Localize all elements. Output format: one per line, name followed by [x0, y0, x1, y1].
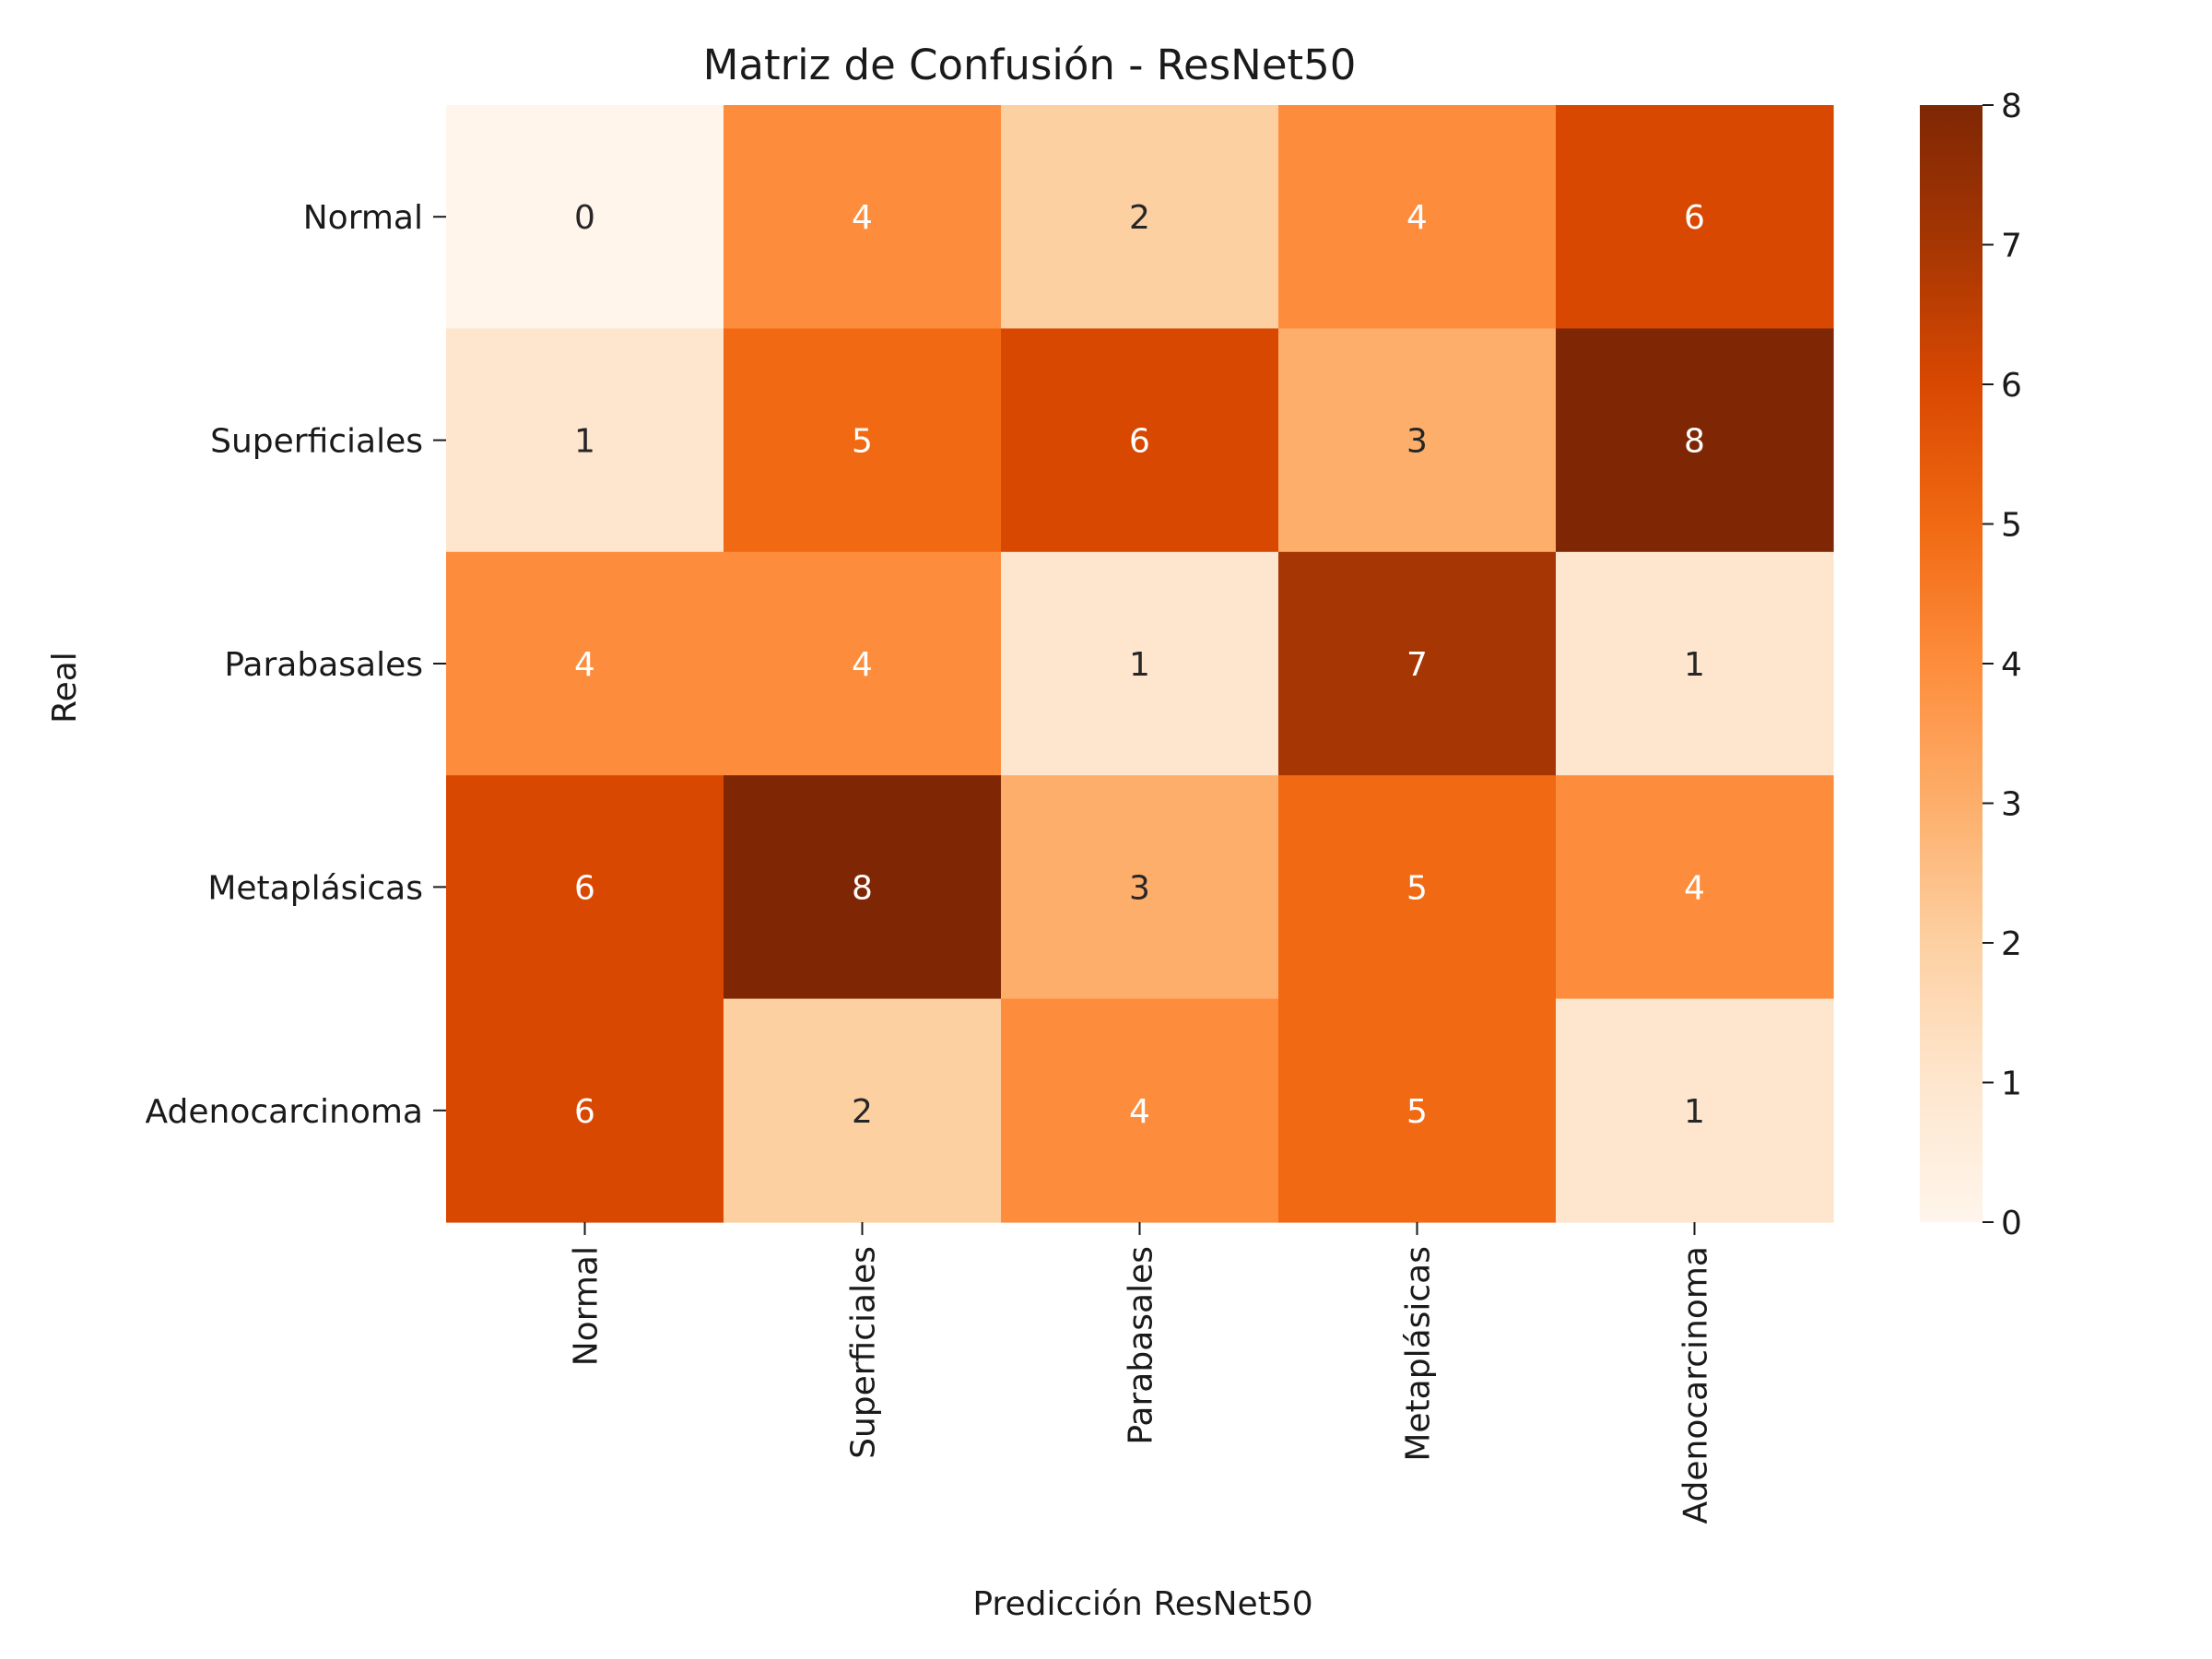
cell-value-label: 6	[574, 1093, 595, 1131]
heatmap-cell	[1278, 328, 1557, 553]
heatmap-cell	[1556, 551, 1834, 776]
heatmap-cell	[1001, 105, 1279, 329]
cell-value-label: 5	[1406, 1093, 1428, 1131]
heatmap-cell	[1278, 551, 1557, 776]
x-tick-label: Parabasales	[1123, 1246, 1160, 1445]
y-tick-label: Metaplásicas	[207, 869, 423, 907]
heatmap-cells	[446, 105, 1834, 1223]
heatmap-cell	[1278, 105, 1557, 329]
chart-title: Matriz de Confusión - ResNet50	[703, 41, 1357, 89]
x-tick-label: Superficiales	[845, 1246, 883, 1459]
cell-value-label: 1	[574, 423, 595, 461]
colorbar-tick-label: 0	[2001, 1205, 2022, 1242]
colorbar-tick-label: 6	[2001, 367, 2022, 405]
cell-value-label: 3	[1129, 869, 1150, 907]
heatmap-cell	[446, 105, 724, 329]
cell-value-label: 3	[1406, 423, 1428, 461]
y-axis-label: Real	[46, 652, 84, 724]
heatmap-cell	[446, 328, 724, 553]
cell-value-label: 8	[1684, 423, 1705, 461]
y-axis: Normal Superficiales Parabasales Metaplásic…	[146, 199, 446, 1131]
cell-value-label: 5	[1406, 869, 1428, 907]
heatmap-cell	[1001, 775, 1279, 1000]
cell-value-label: 2	[1129, 199, 1150, 237]
y-tick-label: Parabasales	[224, 646, 423, 684]
heatmap-cell	[724, 998, 1002, 1223]
y-tick-label: Normal	[303, 199, 423, 237]
cell-value-label: 2	[852, 1093, 873, 1131]
cell-value-label: 4	[1406, 199, 1428, 237]
heatmap-cell	[724, 328, 1002, 553]
colorbar-tick-label: 4	[2001, 646, 2022, 684]
colorbar-tick-label: 5	[2001, 507, 2022, 545]
cell-value-label: 4	[1684, 869, 1705, 907]
cell-value-label: 4	[852, 646, 873, 684]
cell-value-label: 7	[1406, 646, 1428, 684]
heatmap-cell	[1001, 328, 1279, 553]
cell-value-label: 1	[1684, 646, 1705, 684]
cell-value-label: 4	[852, 199, 873, 237]
heatmap-cell	[1001, 551, 1279, 776]
colorbar-tick-label: 1	[2001, 1065, 2022, 1103]
colorbar-ticks: 0 1 2 3 4 5 6 7 8	[1983, 88, 2022, 1242]
cell-value-label: 8	[852, 869, 873, 907]
y-tick-label: Superficiales	[210, 423, 423, 461]
heatmap-cell	[1556, 105, 1834, 329]
colorbar	[1920, 105, 1983, 1222]
heatmap-cell	[1001, 998, 1279, 1223]
heatmap-cell	[446, 998, 724, 1223]
heatmap-cell	[724, 775, 1002, 1000]
cell-value-label: 6	[574, 869, 595, 907]
heatmap-cell	[1556, 998, 1834, 1223]
cell-value-label: 4	[1129, 1093, 1150, 1131]
cell-value-label: 1	[1129, 646, 1150, 684]
heatmap-cell	[724, 105, 1002, 329]
cell-value-labels: 0 4 2 4 6 1 5 6 3 8 4 4 1 7 1 6 8 3 5 4 6 2 4 5 1	[574, 199, 1705, 1131]
heatmap-cell	[1278, 775, 1557, 1000]
cell-value-label: 6	[1129, 423, 1150, 461]
cell-value-label: 4	[574, 646, 595, 684]
cell-value-label: 6	[1684, 199, 1705, 237]
cell-value-label: 1	[1684, 1093, 1705, 1131]
colorbar-tick-label: 2	[2001, 925, 2022, 963]
heatmap-cell	[1556, 775, 1834, 1000]
cell-value-label: 5	[852, 423, 873, 461]
x-axis-label: Predicción ResNet50	[972, 1585, 1312, 1623]
heatmap-cell	[446, 551, 724, 776]
x-tick-label: Metaplásicas	[1400, 1246, 1438, 1462]
heatmap-cell	[1556, 328, 1834, 553]
x-tick-label: Adenocarcinoma	[1677, 1246, 1715, 1524]
heatmap-cell	[1278, 998, 1557, 1223]
heatmap-cell	[724, 551, 1002, 776]
colorbar-tick-label: 8	[2001, 88, 2022, 125]
heatmap-cell	[446, 775, 724, 1000]
x-tick-label: Normal	[568, 1246, 606, 1366]
y-tick-label: Adenocarcinoma	[146, 1093, 423, 1131]
cell-value-label: 0	[574, 199, 595, 237]
x-axis: Normal Superficiales Parabasales Metaplásic…	[568, 1222, 1715, 1524]
colorbar-tick-label: 7	[2001, 228, 2022, 265]
colorbar-tick-label: 3	[2001, 786, 2022, 824]
